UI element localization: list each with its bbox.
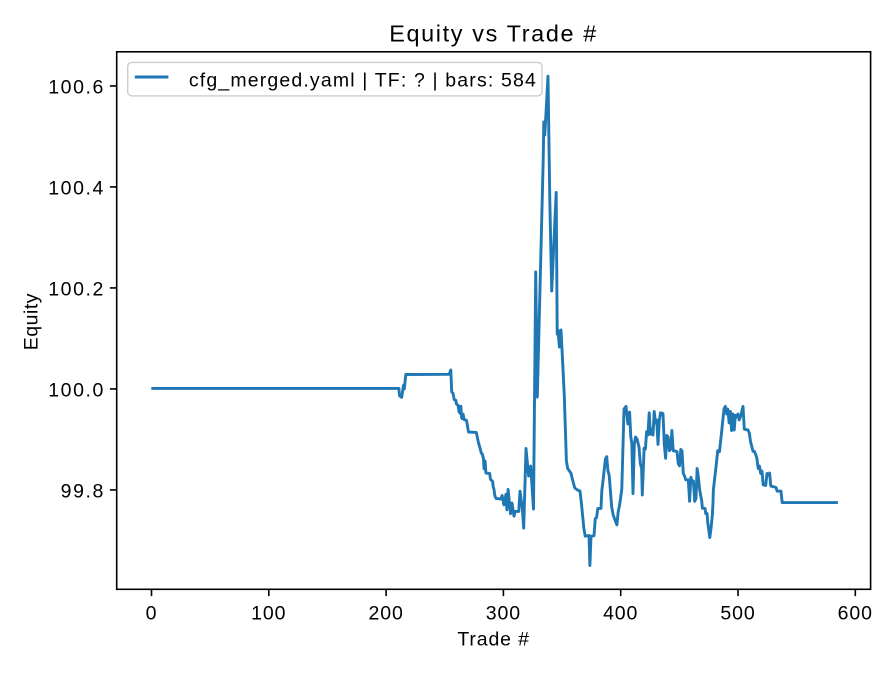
svg-text:100.4: 100.4 [48,178,105,200]
svg-text:cfg_merged.yaml | TF: ? | bars: cfg_merged.yaml | TF: ? | bars: 584 [189,70,537,92]
svg-text:500: 500 [720,603,755,625]
svg-text:300: 300 [486,603,521,625]
svg-text:100.0: 100.0 [48,380,105,402]
svg-text:400: 400 [603,603,638,625]
svg-text:100.2: 100.2 [48,279,105,301]
svg-text:100: 100 [251,603,286,625]
svg-text:99.8: 99.8 [61,481,105,503]
svg-text:Equity vs Trade #: Equity vs Trade # [389,20,598,46]
svg-text:Equity: Equity [21,293,43,350]
svg-text:100.6: 100.6 [48,77,105,99]
svg-text:0: 0 [146,603,158,625]
svg-text:Trade #: Trade # [457,629,529,651]
svg-text:200: 200 [368,603,403,625]
svg-text:600: 600 [838,603,873,625]
